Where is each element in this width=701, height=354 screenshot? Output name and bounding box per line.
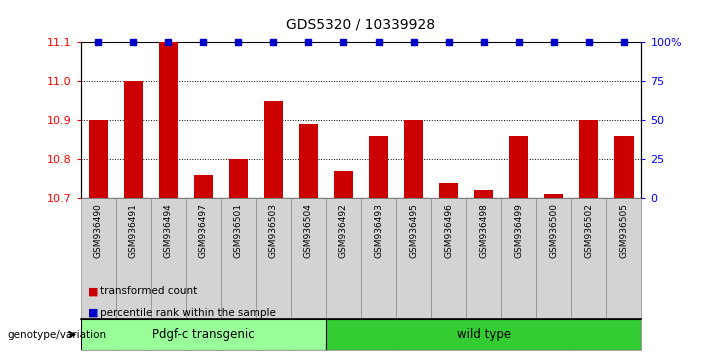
Bar [404,120,423,198]
Bar [186,198,221,350]
Bar [299,124,318,198]
Bar [221,198,256,350]
Text: GSM936499: GSM936499 [515,203,523,258]
Bar [158,42,178,198]
Point [128,40,139,45]
Bar [151,198,186,350]
Point [268,40,279,45]
Point [303,40,314,45]
Bar [571,198,606,350]
Bar [466,198,501,350]
Bar [256,198,291,350]
Bar [81,198,116,350]
Bar [264,101,283,198]
Text: GSM936502: GSM936502 [585,203,593,258]
Point [548,40,559,45]
Bar [326,198,361,350]
Bar [579,120,599,198]
Text: GSM936497: GSM936497 [199,203,207,258]
Bar [81,319,326,350]
Text: GDS5320 / 10339928: GDS5320 / 10339928 [287,18,435,32]
Bar [606,198,641,350]
Text: GSM936491: GSM936491 [129,203,137,258]
Text: GSM936495: GSM936495 [409,203,418,258]
Point [583,40,594,45]
Bar [396,198,431,350]
Bar [123,81,143,198]
Bar [509,136,529,198]
Bar [536,198,571,350]
Point [373,40,384,45]
Bar [88,120,108,198]
Bar [326,319,641,350]
Text: GSM936501: GSM936501 [234,203,243,258]
Text: Pdgf-c transgenic: Pdgf-c transgenic [152,328,254,341]
Bar [361,198,396,350]
Bar [474,190,494,198]
Text: GSM936492: GSM936492 [339,203,348,258]
Text: GSM936500: GSM936500 [550,203,558,258]
Point [618,40,629,45]
Text: GSM936494: GSM936494 [164,203,172,258]
Point [443,40,454,45]
Bar [291,198,326,350]
Text: GSM936498: GSM936498 [479,203,488,258]
Bar [193,175,213,198]
Text: GSM936493: GSM936493 [374,203,383,258]
Bar [369,136,388,198]
Text: percentile rank within the sample: percentile rank within the sample [100,308,276,318]
Point [408,40,419,45]
Text: genotype/variation: genotype/variation [7,330,106,339]
Bar [544,194,564,198]
Text: GSM936505: GSM936505 [620,203,628,258]
Bar [229,159,248,198]
Text: GSM936503: GSM936503 [269,203,278,258]
Point [93,40,104,45]
Text: GSM936490: GSM936490 [94,203,102,258]
Text: wild type: wild type [456,328,511,341]
Bar [501,198,536,350]
Point [478,40,489,45]
Point [198,40,209,45]
Point [338,40,349,45]
Point [513,40,524,45]
Bar [431,198,466,350]
Text: transformed count: transformed count [100,286,198,296]
Text: GSM936496: GSM936496 [444,203,453,258]
Bar [116,198,151,350]
Point [233,40,244,45]
Bar [614,136,634,198]
Bar [334,171,353,198]
Text: GSM936504: GSM936504 [304,203,313,258]
Text: ■: ■ [88,308,98,318]
Bar [439,183,458,198]
Point [163,40,174,45]
Text: ■: ■ [88,286,98,296]
